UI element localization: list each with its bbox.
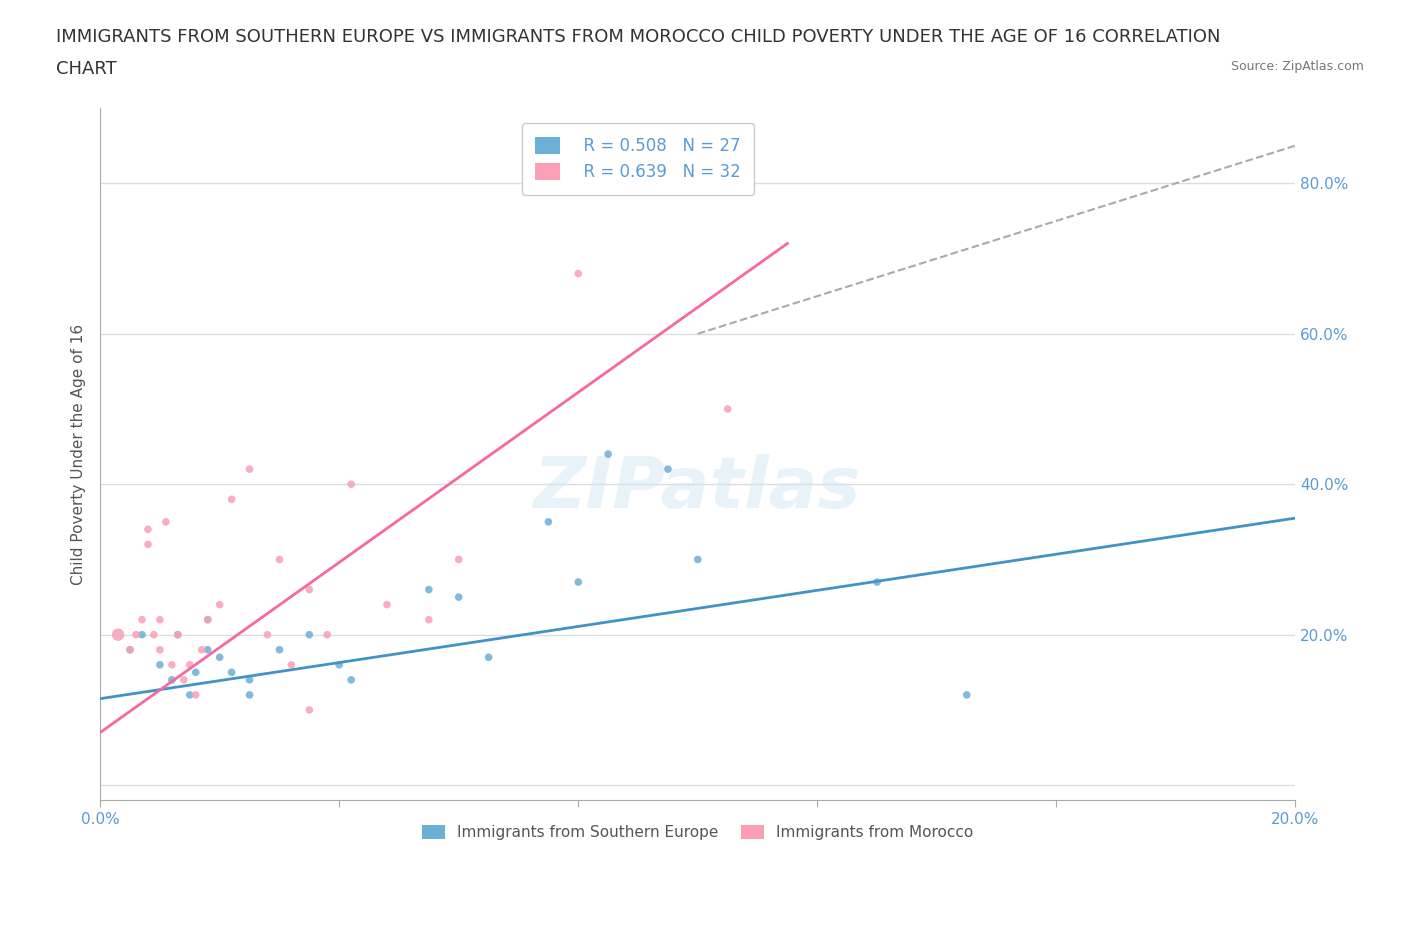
Point: [208, 597, 231, 612]
Point: [155, 514, 177, 529]
Point: [328, 658, 350, 672]
Point: [478, 650, 501, 665]
Point: [447, 590, 470, 604]
Point: [280, 658, 302, 672]
Point: [567, 575, 589, 590]
Point: [197, 612, 219, 627]
Point: [166, 627, 188, 642]
Point: [173, 672, 195, 687]
Text: ZIPatlas: ZIPatlas: [534, 454, 862, 524]
Point: [567, 266, 589, 281]
Point: [184, 687, 207, 702]
Point: [184, 665, 207, 680]
Point: [238, 461, 260, 476]
Point: [537, 514, 560, 529]
Point: [447, 552, 470, 567]
Point: [142, 627, 165, 642]
Point: [418, 612, 440, 627]
Point: [418, 582, 440, 597]
Point: [298, 627, 321, 642]
Point: [298, 702, 321, 717]
Point: [208, 650, 231, 665]
Legend: Immigrants from Southern Europe, Immigrants from Morocco: Immigrants from Southern Europe, Immigra…: [415, 817, 981, 848]
Point: [717, 402, 740, 417]
Point: [686, 552, 709, 567]
Point: [221, 665, 243, 680]
Point: [107, 627, 129, 642]
Point: [179, 658, 201, 672]
Point: [598, 446, 620, 461]
Point: [221, 492, 243, 507]
Point: [179, 687, 201, 702]
Point: [166, 627, 188, 642]
Y-axis label: Child Poverty Under the Age of 16: Child Poverty Under the Age of 16: [72, 324, 86, 585]
Point: [256, 627, 278, 642]
Point: [118, 643, 141, 658]
Point: [136, 537, 159, 551]
Text: CHART: CHART: [56, 60, 117, 78]
Point: [866, 575, 889, 590]
Point: [956, 687, 979, 702]
Point: [340, 477, 363, 492]
Point: [190, 643, 212, 658]
Point: [657, 461, 679, 476]
Point: [298, 582, 321, 597]
Point: [316, 627, 339, 642]
Point: [149, 643, 172, 658]
Point: [160, 658, 183, 672]
Point: [149, 658, 172, 672]
Text: Source: ZipAtlas.com: Source: ZipAtlas.com: [1230, 60, 1364, 73]
Point: [149, 612, 172, 627]
Point: [269, 643, 291, 658]
Point: [125, 627, 148, 642]
Text: IMMIGRANTS FROM SOUTHERN EUROPE VS IMMIGRANTS FROM MOROCCO CHILD POVERTY UNDER T: IMMIGRANTS FROM SOUTHERN EUROPE VS IMMIG…: [56, 28, 1220, 46]
Point: [118, 643, 141, 658]
Point: [197, 612, 219, 627]
Point: [269, 552, 291, 567]
Point: [160, 672, 183, 687]
Point: [238, 687, 260, 702]
Point: [197, 643, 219, 658]
Point: [238, 672, 260, 687]
Point: [131, 627, 153, 642]
Point: [136, 522, 159, 537]
Point: [340, 672, 363, 687]
Point: [131, 612, 153, 627]
Point: [375, 597, 398, 612]
